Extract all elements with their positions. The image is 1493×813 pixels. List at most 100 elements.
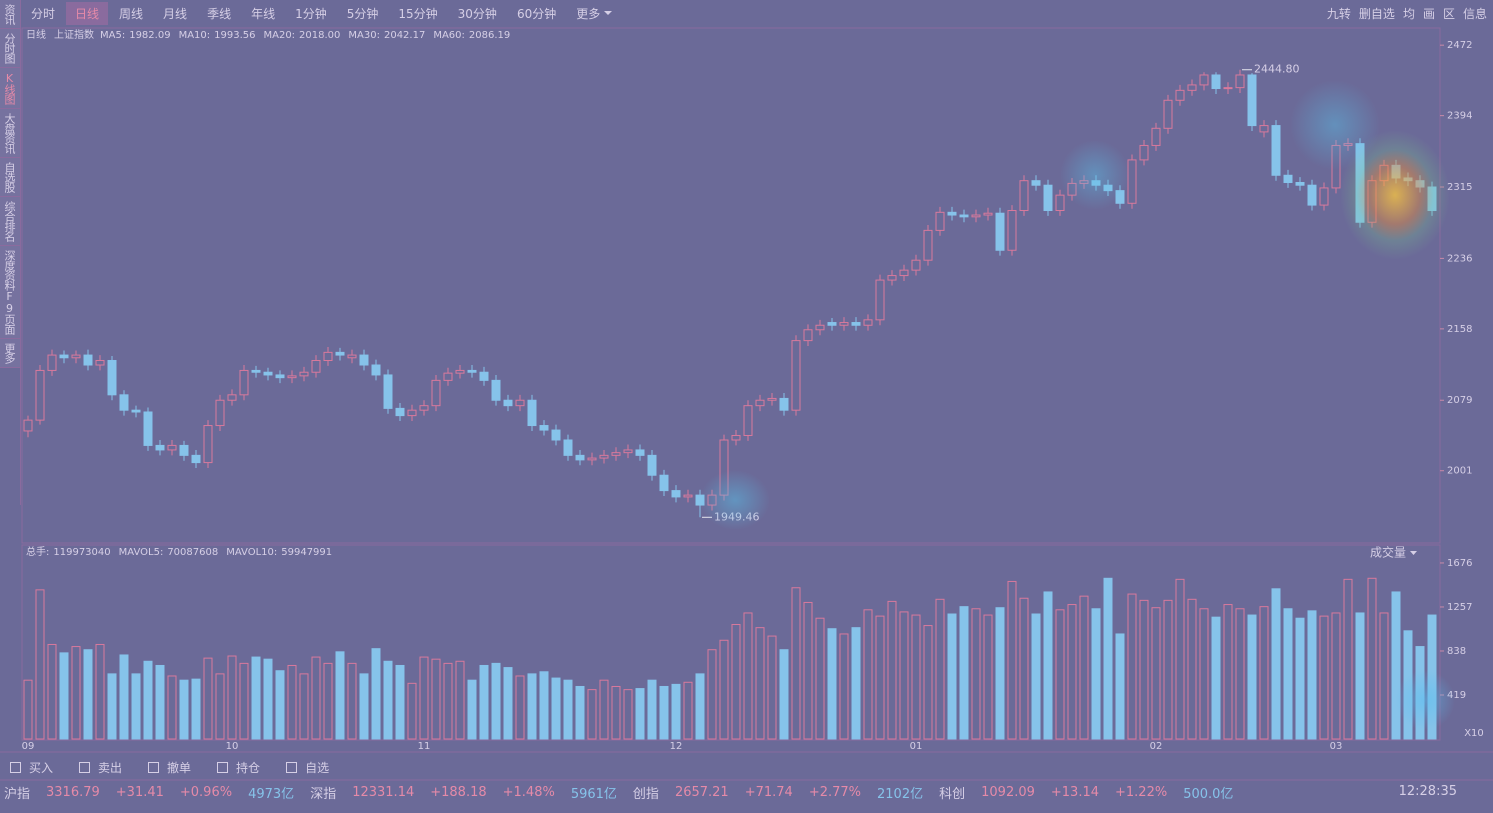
period-tab[interactable]: 15分钟 <box>398 7 438 21</box>
period-tab[interactable]: 1分钟 <box>295 7 327 21</box>
volume-bar <box>611 685 621 740</box>
volume-bar <box>1307 610 1317 740</box>
volume-bar <box>359 673 369 740</box>
trade-button[interactable]: 持仓 <box>217 759 260 776</box>
volume-bar <box>1403 630 1413 740</box>
trade-button[interactable]: 卖出 <box>79 759 122 776</box>
tool-button[interactable]: 九转 <box>1326 7 1351 21</box>
candle-body <box>347 354 357 359</box>
side-tab[interactable]: 深度资料F9页面 <box>0 246 20 339</box>
period-tab[interactable]: 30分钟 <box>457 7 497 21</box>
side-tab[interactable]: K线图 <box>0 68 20 109</box>
volume-bar <box>1091 608 1101 740</box>
volume-bar <box>251 656 261 740</box>
side-tab[interactable]: 更多 <box>0 339 20 368</box>
y-tick-label: 2158 <box>1447 324 1472 335</box>
volume-bar <box>107 673 117 740</box>
side-tab[interactable]: 自选股 <box>0 158 20 197</box>
candle-body <box>191 454 201 464</box>
volume-bar <box>959 606 969 740</box>
candle-body <box>383 374 393 409</box>
candle-body <box>35 369 45 421</box>
tool-button[interactable]: 均 <box>1402 7 1415 21</box>
stat-value: 59947991 <box>281 547 332 558</box>
side-tab[interactable]: 资讯 <box>0 0 20 29</box>
volume-bar <box>119 654 129 740</box>
period-tab[interactable]: 日线 <box>66 2 109 25</box>
volume-bar <box>1115 633 1125 740</box>
y-tick-label: 1257 <box>1447 602 1472 613</box>
index-change: +31.41 <box>115 784 164 800</box>
volume-bar <box>539 671 549 740</box>
candle-body <box>671 490 681 498</box>
candle-body <box>599 454 609 459</box>
volume-bar <box>1223 604 1233 740</box>
volume-bar <box>599 679 609 740</box>
candle-body <box>1031 180 1041 186</box>
index-change: +13.14 <box>1050 784 1099 800</box>
side-tab[interactable]: 大盘资讯 <box>0 109 20 158</box>
candle-body <box>539 425 549 431</box>
volume-bar <box>491 662 501 740</box>
side-tab[interactable]: 综合排名 <box>0 197 20 246</box>
trade-button[interactable]: 买入 <box>10 759 53 776</box>
volume-bar <box>971 608 981 740</box>
volume-title[interactable]: 成交量 <box>1370 545 1406 560</box>
side-tab[interactable]: 分时图 <box>0 29 20 68</box>
index-name: 沪指 <box>4 786 31 802</box>
candle-body <box>695 494 705 506</box>
tool-button[interactable]: 删自选 <box>1358 7 1395 21</box>
candle-body <box>659 474 669 492</box>
candle-body <box>875 279 885 321</box>
volume-bar <box>371 648 381 740</box>
period-tab[interactable]: 分时 <box>31 7 56 21</box>
candle-body <box>1295 182 1305 186</box>
candle-body <box>1211 74 1221 90</box>
volume-bar <box>83 649 93 740</box>
period-tab[interactable]: 60分钟 <box>516 7 557 21</box>
period-tab[interactable]: 年线 <box>251 7 276 21</box>
volume-bar <box>227 655 237 740</box>
volume-bar <box>887 600 897 740</box>
volume-bar <box>911 614 921 740</box>
period-tab[interactable]: 周线 <box>119 7 144 21</box>
candle-body <box>227 394 237 401</box>
tool-button[interactable]: 画 <box>1422 7 1435 21</box>
volume-bar <box>59 652 69 740</box>
volume-bar <box>1331 612 1341 740</box>
y-tick-label: 2315 <box>1447 182 1472 193</box>
trade-button[interactable]: 自选 <box>286 759 329 776</box>
candle-body <box>1043 184 1053 212</box>
volume-bar <box>695 673 705 740</box>
period-tab[interactable]: 季线 <box>207 7 232 21</box>
candle-body <box>479 371 489 381</box>
candle-body <box>443 372 453 381</box>
volume-bar <box>455 660 465 740</box>
x-tick-label: 12 <box>670 741 683 752</box>
candle-body <box>1403 177 1413 182</box>
volume-bar <box>71 646 81 740</box>
candle-body <box>1175 89 1185 101</box>
y-tick-label: 2394 <box>1447 111 1472 122</box>
period-tab[interactable]: 5分钟 <box>346 7 379 21</box>
ma-value: 1993.56 <box>214 30 255 41</box>
candle-body <box>419 405 429 411</box>
volume-bar <box>467 679 477 740</box>
volume-bar <box>1031 613 1041 740</box>
volume-bar <box>419 656 429 740</box>
y-tick-label: 419 <box>1447 690 1466 701</box>
candle-body <box>1067 182 1077 196</box>
candle-body <box>47 354 57 371</box>
tool-button[interactable]: 区 <box>1442 7 1455 21</box>
min-label: 1949.46 <box>714 510 760 523</box>
ma-name: MA60: <box>433 30 465 41</box>
period-tab[interactable]: 更多 <box>567 2 621 25</box>
volume-bar <box>1379 612 1389 740</box>
candle-body <box>395 407 405 417</box>
period-tab[interactable]: 月线 <box>163 7 188 21</box>
trade-button[interactable]: 撤单 <box>148 759 191 776</box>
tool-button[interactable]: 信息 <box>1462 7 1487 21</box>
volume-bar <box>239 662 249 740</box>
candle-body <box>359 354 369 366</box>
candle-body <box>611 452 621 456</box>
